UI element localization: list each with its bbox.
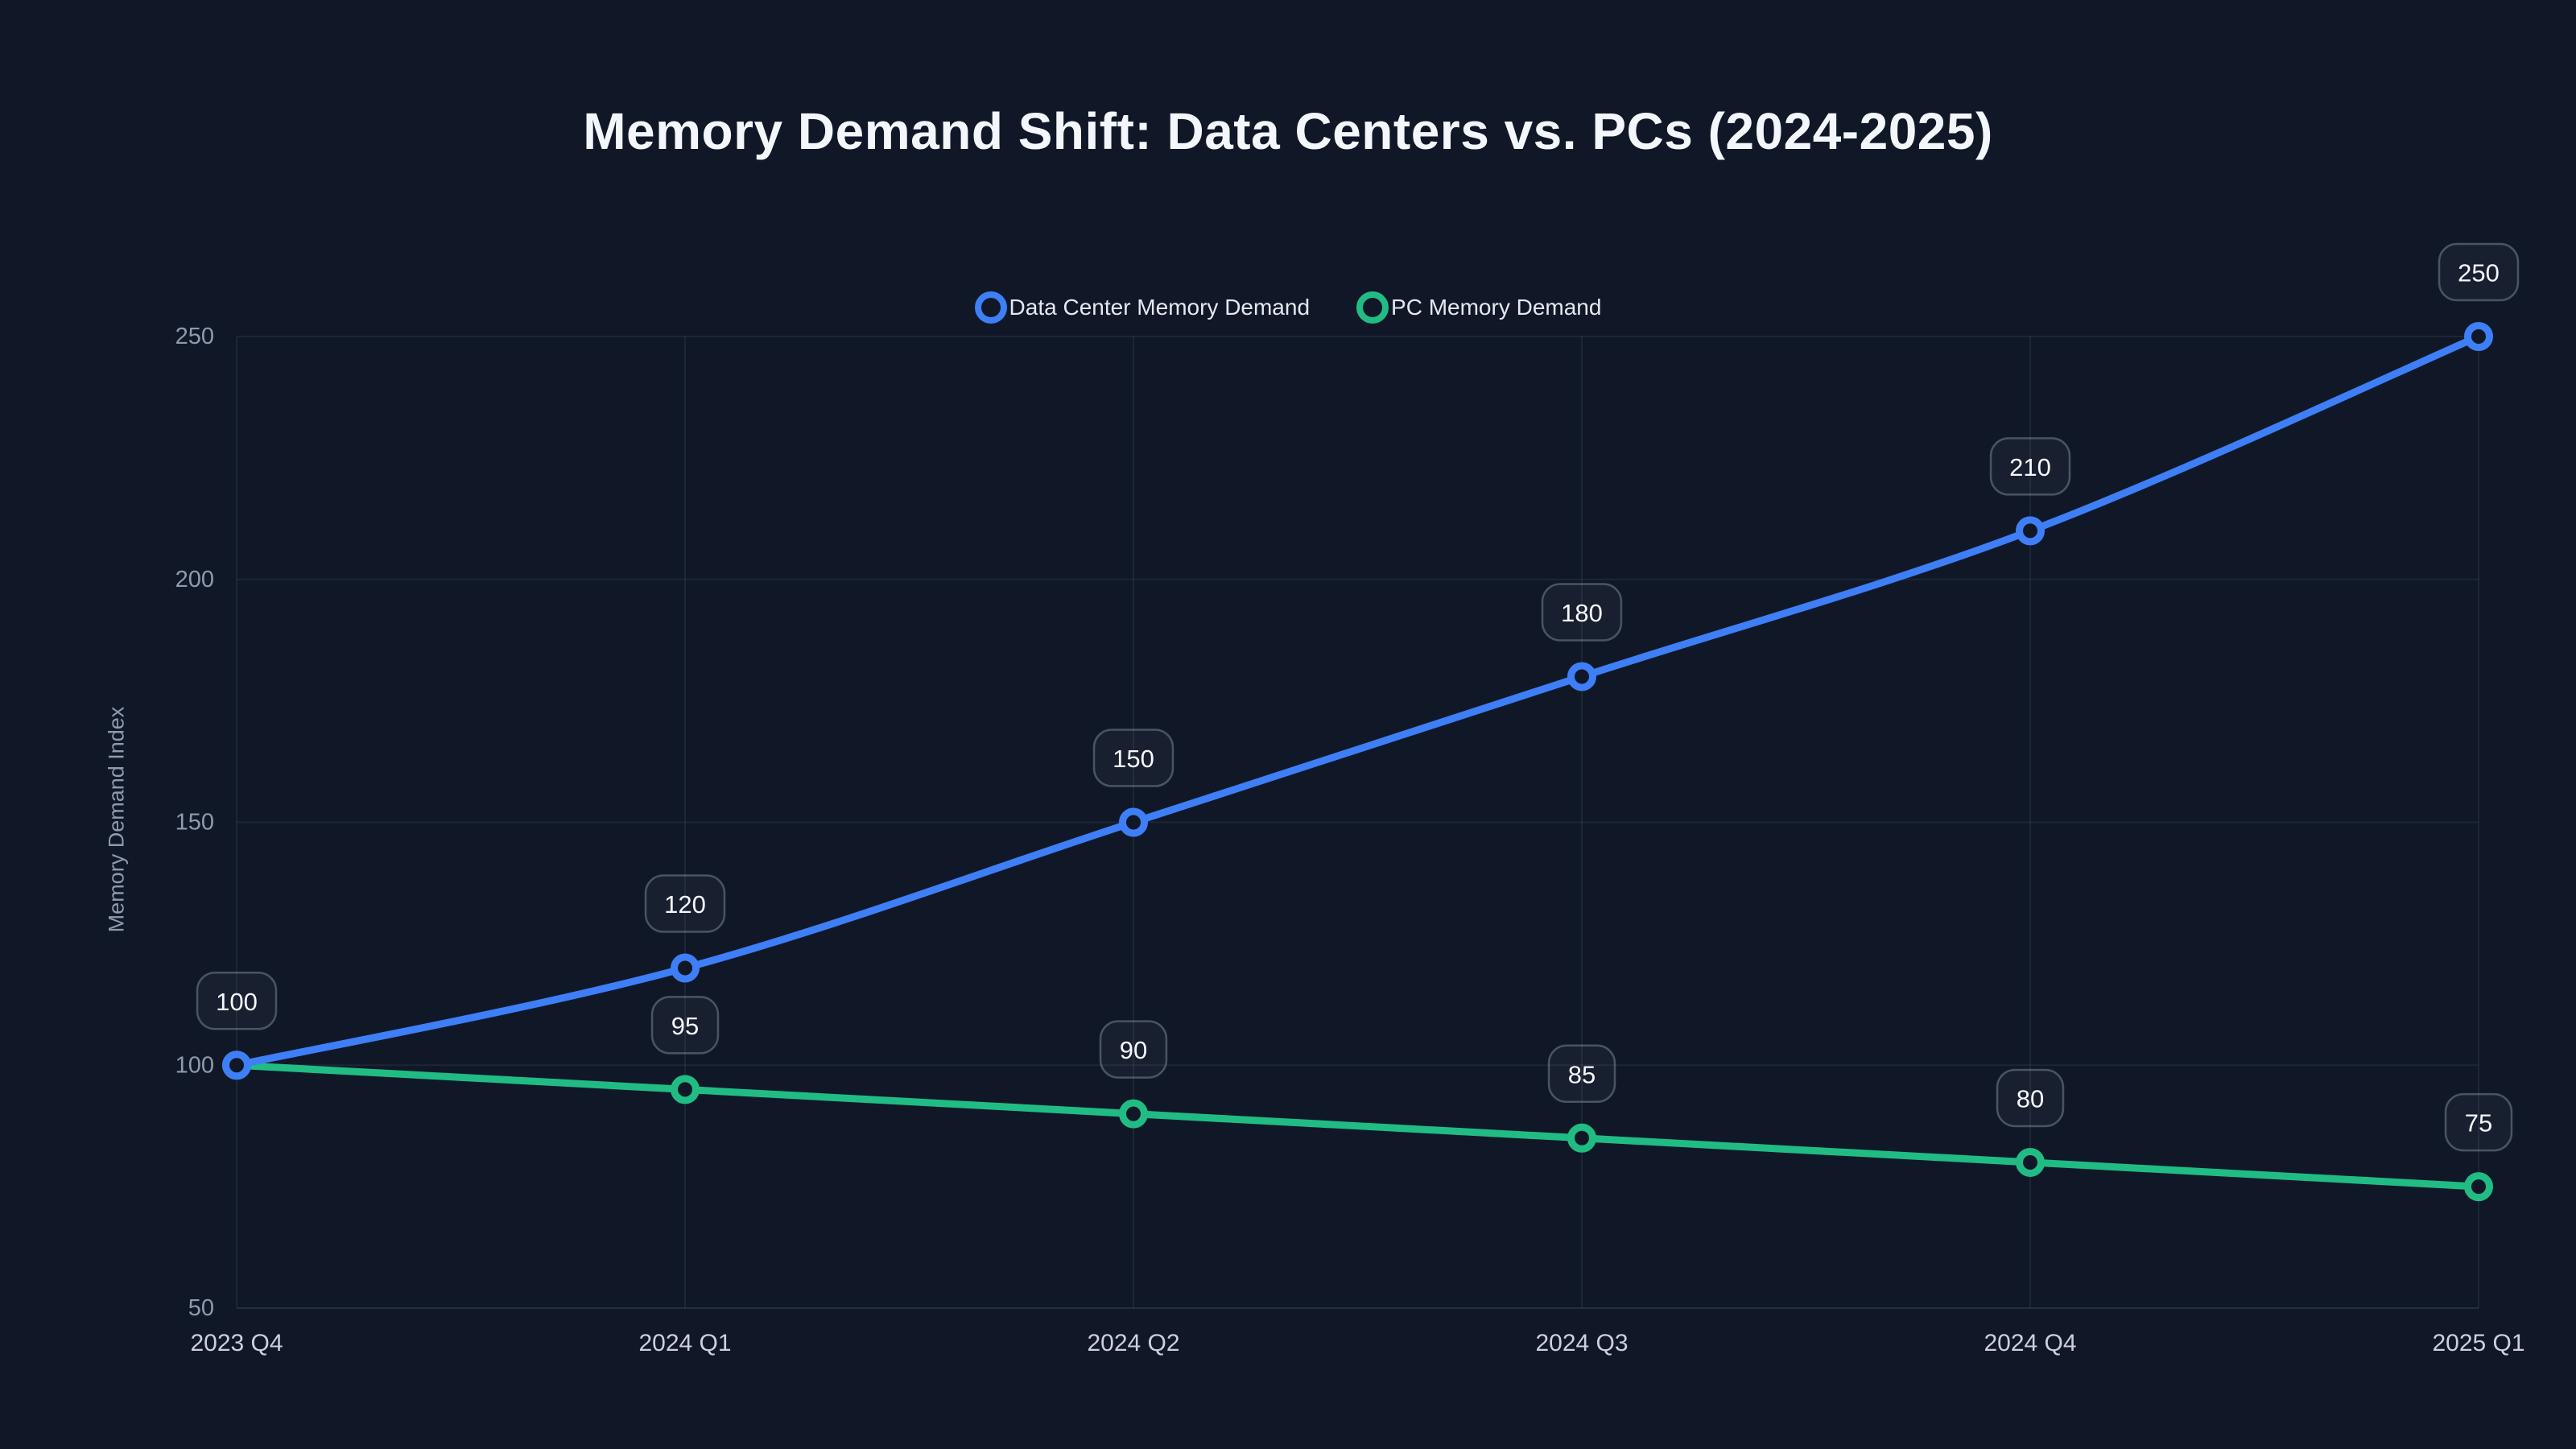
point-label-value: 85: [1568, 1060, 1596, 1088]
pc-memory-demand-point-marker[interactable]: [671, 1075, 700, 1104]
data-center-memory-demand-point-marker[interactable]: [1119, 807, 1148, 837]
y-tick-label: 50: [188, 1295, 214, 1321]
x-tick-label: 2023 Q4: [190, 1330, 283, 1356]
y-axis-title: Memory Demand Index: [104, 706, 129, 933]
point-label-box: [2444, 1092, 2513, 1152]
point-label-box: [1547, 1044, 1616, 1104]
point-label-value: 150: [1113, 745, 1154, 773]
pc-memory-demand-point-marker[interactable]: [2464, 1172, 2493, 1202]
point-label-box: [1989, 437, 2071, 496]
y-tick-label: 100: [175, 1052, 214, 1078]
point-label-value: 95: [671, 1012, 699, 1040]
point-label-value: 210: [2009, 453, 2051, 481]
point-label-box: [1099, 1020, 1168, 1079]
x-tick-label: 2024 Q2: [1087, 1330, 1179, 1356]
data-center-memory-demand-point-marker[interactable]: [222, 1051, 251, 1080]
point-label-box: [1996, 1068, 2065, 1128]
x-tick-label: 2024 Q3: [1535, 1330, 1628, 1356]
y-tick-label: 200: [175, 567, 214, 592]
pc-memory-demand-point-marker[interactable]: [2016, 1147, 2045, 1177]
x-tick-label: 2024 Q1: [638, 1330, 731, 1356]
legend-label: Data Center Memory Demand: [1009, 295, 1311, 320]
point-label-box: [196, 972, 278, 1030]
point-label-box: [644, 874, 726, 933]
data-center-memory-demand-point-marker[interactable]: [671, 953, 700, 983]
x-tick-label: 2025 Q1: [2432, 1330, 2524, 1356]
point-label-value: 250: [2458, 259, 2500, 287]
chart-title: Memory Demand Shift: Data Centers vs. PC…: [583, 102, 1993, 160]
y-tick-label: 250: [175, 324, 214, 349]
point-label-value: 75: [2465, 1109, 2492, 1137]
legend: Data Center Memory Demand PC Memory Deman…: [0, 291, 2576, 324]
legend-item-pc-memory-demand[interactable]: PC Memory Demand: [1356, 291, 1601, 324]
data-center-memory-demand-point-marker[interactable]: [2016, 516, 2045, 546]
point-label-box: [1092, 729, 1174, 787]
pc-memory-demand-point-marker[interactable]: [1567, 1123, 1596, 1153]
legend-ring-icon: [974, 291, 1007, 324]
point-label-box: [2438, 242, 2520, 302]
point-label-box: [1541, 583, 1623, 642]
pc-memory-demand-point-marker[interactable]: [1119, 1099, 1148, 1129]
point-label-value: 80: [2017, 1084, 2044, 1113]
y-tick-label: 150: [175, 810, 214, 836]
legend-label: PC Memory Demand: [1391, 295, 1602, 320]
point-label-value: 90: [1120, 1036, 1147, 1064]
data-center-memory-demand-point-marker[interactable]: [2464, 322, 2493, 351]
x-tick-label: 2024 Q4: [1984, 1330, 2076, 1356]
point-label-box: [650, 996, 720, 1055]
data-center-memory-demand-point-marker[interactable]: [1567, 662, 1596, 691]
point-label-value: 180: [1561, 599, 1603, 627]
point-label-value: 120: [664, 890, 706, 919]
legend-ring-icon: [1356, 291, 1389, 324]
pc-memory-demand-line[interactable]: [233, 1061, 2483, 1191]
point-label-value: 100: [216, 988, 258, 1016]
legend-item-data-center-memory-demand[interactable]: Data Center Memory Demand: [974, 291, 1311, 324]
data-center-memory-demand-line[interactable]: [233, 332, 2483, 1069]
